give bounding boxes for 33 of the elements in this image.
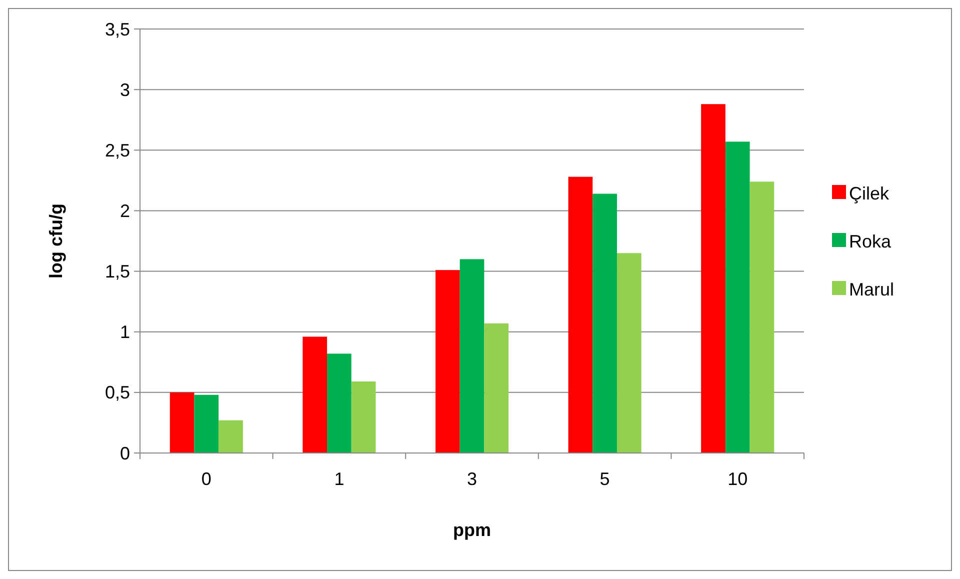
- bar: [194, 394, 219, 453]
- y-axis-title: log cfu/g: [46, 204, 66, 278]
- legend-label: Marul: [849, 279, 894, 300]
- bar: [484, 323, 509, 453]
- x-tick-label: 3: [466, 469, 478, 489]
- x-tick-label: 1: [334, 469, 344, 489]
- bar: [725, 142, 750, 453]
- bar: [568, 176, 593, 453]
- y-tick-label: 2: [120, 201, 130, 222]
- bar: [351, 382, 376, 453]
- bar: [592, 194, 617, 453]
- legend-label: Roka: [849, 231, 892, 252]
- y-tick-label: 1: [120, 322, 130, 342]
- x-tick-label: 0: [201, 469, 212, 489]
- bar: [435, 270, 460, 453]
- bar: [616, 253, 642, 453]
- bar: [218, 420, 243, 453]
- bar: [170, 392, 194, 453]
- legend-label: Çilek: [849, 183, 890, 204]
- y-tick-label: 3,5: [104, 19, 130, 40]
- bar: [327, 354, 352, 453]
- bar: [302, 336, 328, 453]
- x-tick-label: 5: [600, 469, 610, 489]
- x-axis-title: ppm: [453, 520, 491, 540]
- y-tick-label: 1,5: [104, 262, 130, 282]
- y-tick-label: 0: [120, 443, 130, 464]
- bar: [701, 104, 726, 453]
- x-tick-label: 10: [728, 469, 748, 489]
- bar: [750, 182, 774, 453]
- y-tick-label: 0,5: [104, 382, 130, 403]
- y-tick-label: 3: [120, 80, 130, 100]
- y-tick-label: 2,5: [104, 140, 130, 160]
- bar: [460, 259, 484, 453]
